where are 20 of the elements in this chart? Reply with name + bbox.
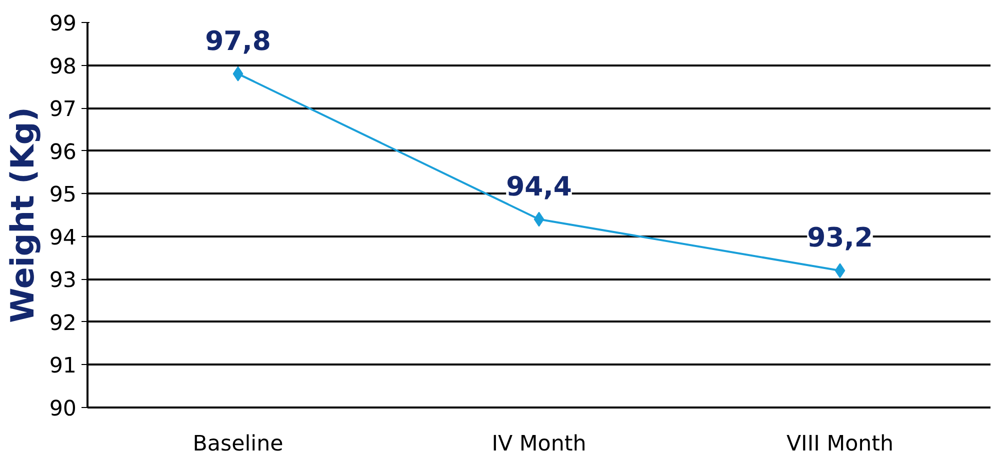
data-label: 97,8: [205, 26, 271, 57]
y-tick-label: 94: [49, 225, 76, 250]
y-tick-label: 92: [49, 310, 76, 336]
point: [834, 263, 846, 278]
y-tick-label: 97: [49, 97, 76, 122]
x-tick-label: IV Month: [492, 432, 586, 456]
y-tick-label: 91: [49, 354, 76, 379]
y-tick-label: 98: [49, 54, 76, 80]
y-axis-title: Weight (Kg): [3, 107, 42, 323]
y-tick-label: 90: [49, 396, 76, 422]
y-tick-label: 95: [49, 182, 76, 208]
x-tick-label: VIII Month: [786, 432, 894, 456]
x-tick-label: Baseline: [192, 432, 284, 456]
y-tick-label: 96: [49, 140, 76, 165]
y-tick-label: 93: [49, 268, 76, 294]
y-tick-label: 99: [49, 12, 76, 36]
data-label: 94,4: [506, 171, 572, 202]
data-label: 93,2: [807, 222, 873, 254]
point: [232, 66, 244, 82]
point: [534, 212, 544, 227]
